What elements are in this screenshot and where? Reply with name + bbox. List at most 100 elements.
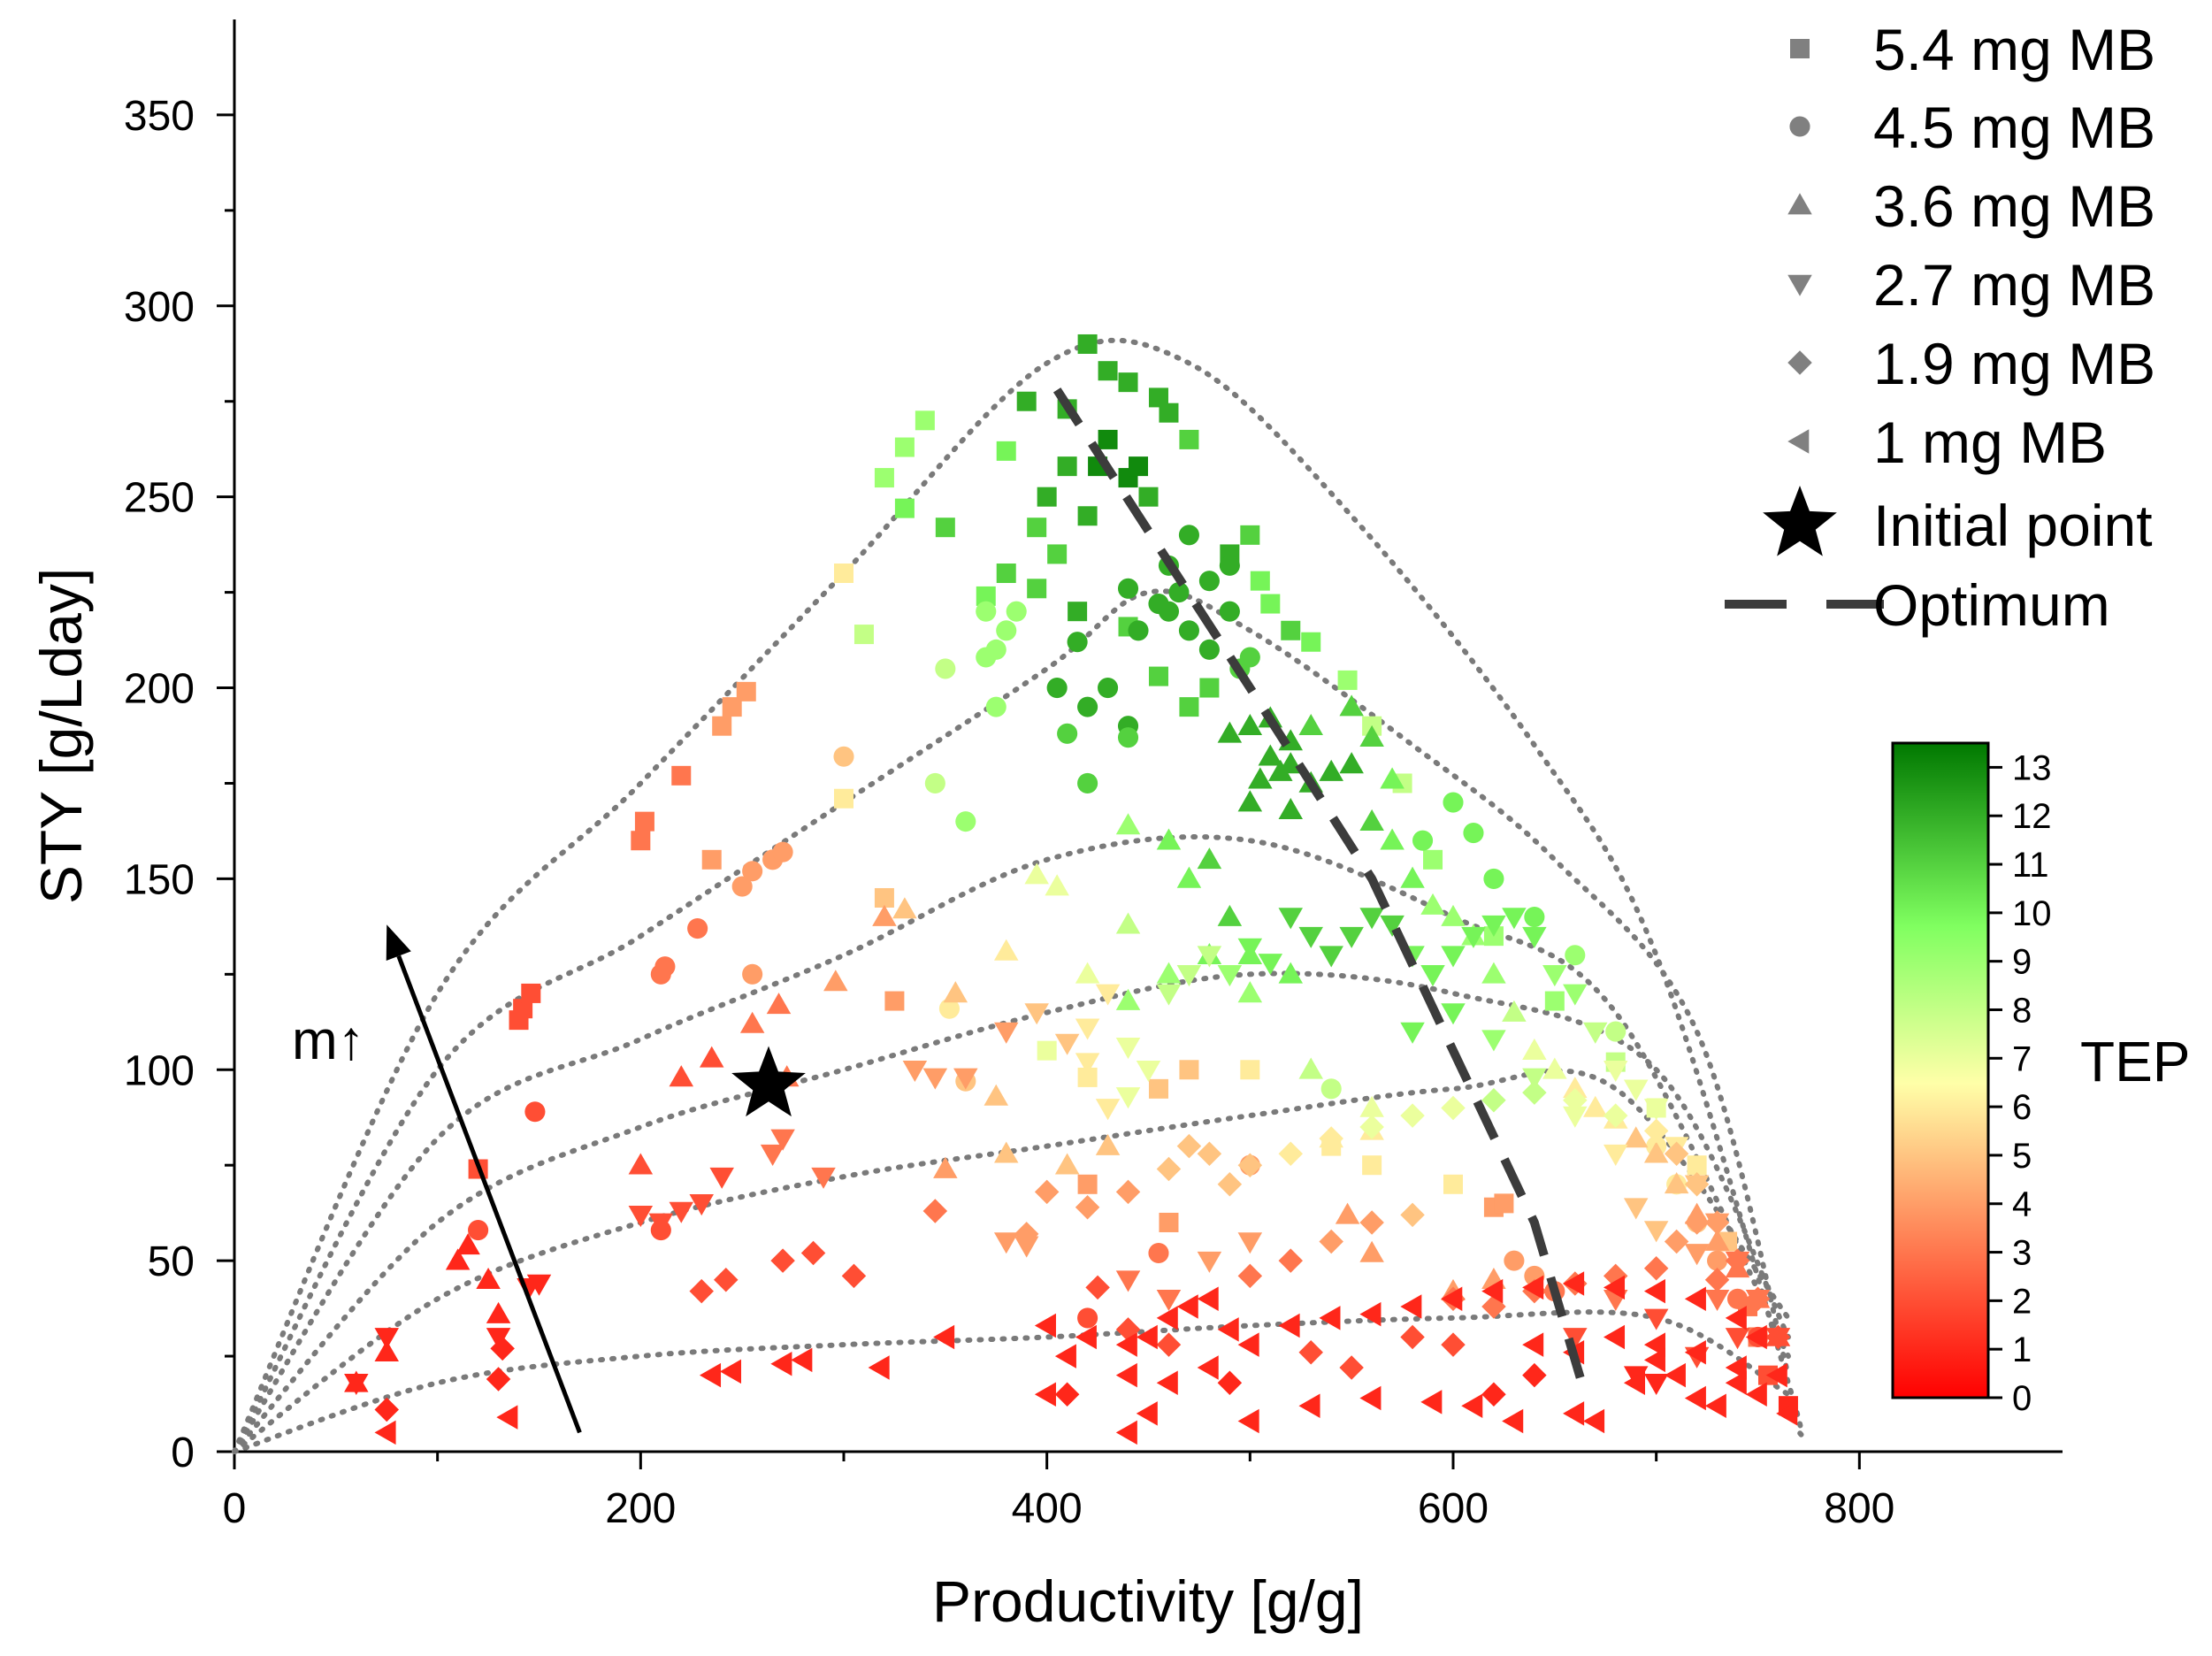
- mass-arrow: [396, 954, 582, 1434]
- data-point: [648, 1213, 674, 1235]
- data-point: [1258, 954, 1283, 976]
- data-point: [1687, 1155, 1707, 1176]
- data-point: [1176, 1133, 1202, 1159]
- data-point: [996, 620, 1017, 641]
- colorbar-title: TEP: [2080, 1030, 2190, 1093]
- data-point: [1319, 1306, 1341, 1330]
- data-point: [1199, 678, 1220, 698]
- legend-label: 4.5 mg MB: [1873, 95, 2155, 160]
- data-point: [1046, 677, 1068, 699]
- data-point: [922, 1068, 948, 1090]
- data-point: [1359, 809, 1384, 831]
- data-point: [628, 1206, 654, 1228]
- data-point: [1359, 1385, 1382, 1411]
- data-point: [1524, 907, 1545, 928]
- data-point: [1098, 677, 1119, 699]
- data-point: [1179, 1060, 1199, 1080]
- data-point: [1623, 1370, 1646, 1396]
- data-point: [1563, 1088, 1588, 1113]
- data-point: [976, 601, 997, 622]
- data-point: [1380, 828, 1405, 850]
- data-point: [1420, 893, 1445, 915]
- data-point: [1725, 1328, 1750, 1350]
- legend-marker: [1787, 274, 1812, 296]
- data-point: [1400, 1202, 1425, 1228]
- data-point: [1156, 1306, 1178, 1330]
- legend-item: 2.7 mg MB: [1787, 252, 2155, 318]
- data-point: [1563, 1077, 1588, 1099]
- data-point: [1684, 1244, 1710, 1266]
- data-point: [1217, 965, 1243, 987]
- data-point: [1522, 1275, 1544, 1300]
- data-point: [455, 1233, 480, 1255]
- data-point: [739, 1011, 765, 1033]
- data-point: [760, 1144, 785, 1166]
- data-point: [1441, 1332, 1466, 1357]
- data-point: [1301, 632, 1321, 652]
- colorbar-tick-label: 10: [2012, 894, 2052, 933]
- data-point: [1219, 601, 1240, 622]
- data-point: [1502, 908, 1527, 930]
- data-point: [1745, 1324, 1767, 1350]
- colorbar-tick-label: 13: [2012, 748, 2052, 787]
- data-point: [993, 1232, 1019, 1254]
- data-point: [1664, 1229, 1689, 1254]
- data-point: [722, 697, 742, 717]
- data-point: [1054, 1153, 1080, 1175]
- data-point: [894, 437, 915, 457]
- data-point: [1745, 1382, 1767, 1407]
- data-point: [1237, 713, 1263, 736]
- data-point: [1725, 1306, 1747, 1330]
- y-tick-label: 200: [124, 666, 195, 713]
- data-point: [872, 904, 897, 926]
- data-point: [1237, 1263, 1263, 1289]
- data-point: [1542, 965, 1567, 987]
- colorbar-tick-label: 5: [2012, 1137, 2032, 1176]
- data-point: [1057, 723, 1078, 744]
- y-axis-title: STY [g/Lday]: [28, 568, 94, 904]
- data-point: [1745, 1286, 1771, 1312]
- legend-marker-star: [1763, 486, 1837, 556]
- data-point: [1006, 601, 1027, 622]
- data-point: [1707, 1250, 1728, 1271]
- data-point: [1400, 1324, 1425, 1350]
- data-point: [985, 639, 1006, 660]
- y-tick-label: 50: [148, 1238, 195, 1285]
- data-point: [1441, 1286, 1463, 1312]
- legend-label: 3.6 mg MB: [1873, 173, 2155, 239]
- data-point: [344, 1373, 369, 1396]
- data-point: [1054, 1382, 1080, 1407]
- data-point: [1522, 1332, 1544, 1357]
- data-point: [1168, 582, 1190, 603]
- legend-item: 1.9 mg MB: [1787, 331, 2155, 396]
- data-point: [1623, 1198, 1649, 1220]
- data-point: [1643, 1308, 1669, 1330]
- data-point: [791, 1347, 813, 1373]
- data-point: [1443, 792, 1464, 813]
- data-point: [1278, 962, 1304, 984]
- x-tick-label: 600: [1418, 1485, 1489, 1532]
- data-point: [1522, 1080, 1547, 1105]
- colorbar-tick-label: 12: [2012, 797, 2052, 836]
- mass-arrow-label: m↑: [292, 1010, 365, 1071]
- data-point: [1027, 579, 1047, 599]
- data-point: [1057, 456, 1077, 477]
- data-point: [1034, 1179, 1060, 1205]
- data-point: [1298, 1339, 1323, 1365]
- x-tick-label: 0: [223, 1485, 247, 1532]
- data-point: [933, 1324, 955, 1350]
- data-point: [800, 1240, 826, 1266]
- data-point: [699, 1046, 724, 1068]
- data-point: [1726, 1288, 1749, 1309]
- data-point: [524, 1101, 546, 1123]
- envelope-curve: [232, 337, 1805, 1454]
- data-points: [344, 334, 1798, 1445]
- colorbar-tick-label: 0: [2012, 1379, 2032, 1418]
- data-point: [1481, 1088, 1506, 1113]
- data-point: [1603, 1144, 1628, 1166]
- data-point: [1298, 1393, 1320, 1418]
- data-point: [654, 956, 676, 978]
- y-tick-label: 150: [124, 856, 195, 903]
- data-point: [689, 1194, 714, 1216]
- data-point: [1075, 1053, 1100, 1075]
